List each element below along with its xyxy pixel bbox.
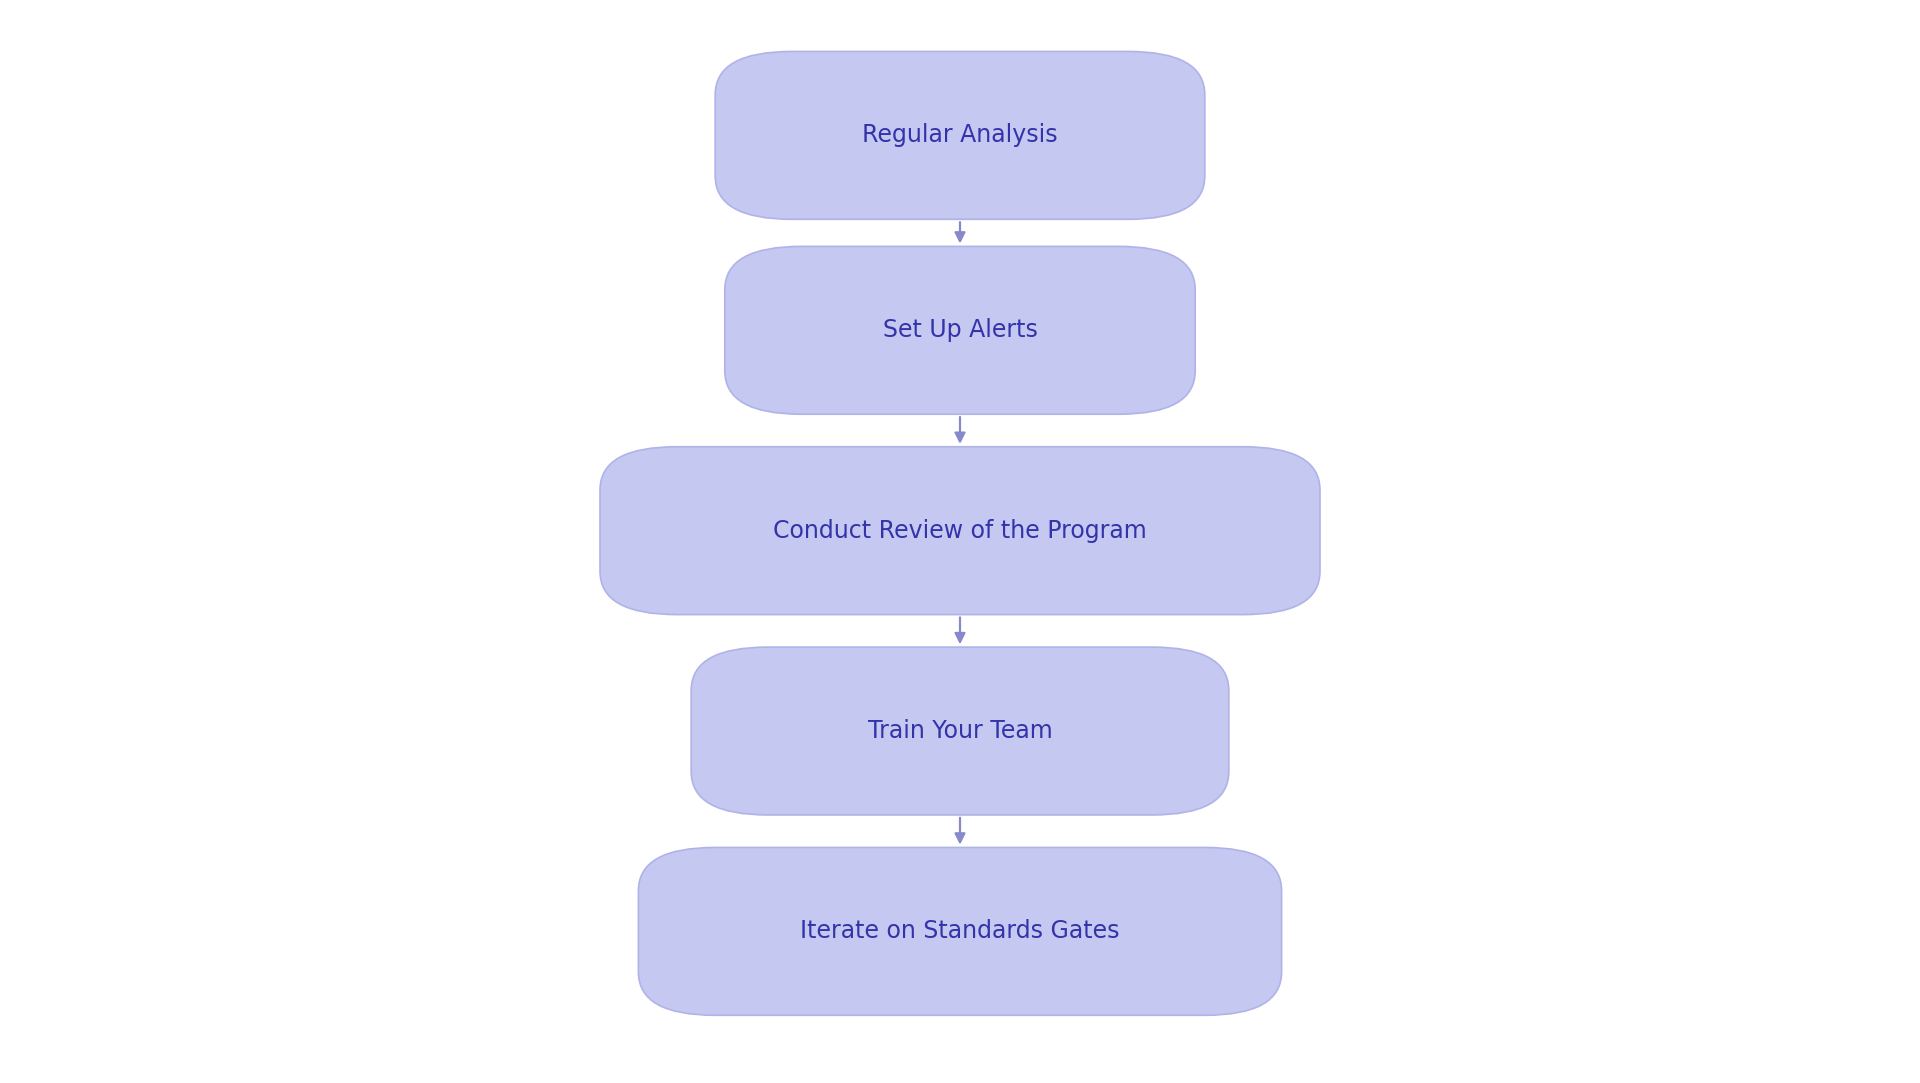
FancyBboxPatch shape: [637, 847, 1283, 1016]
FancyBboxPatch shape: [724, 247, 1194, 415]
FancyBboxPatch shape: [714, 51, 1206, 219]
FancyBboxPatch shape: [691, 647, 1229, 814]
Text: Train Your Team: Train Your Team: [868, 719, 1052, 743]
Text: Set Up Alerts: Set Up Alerts: [883, 318, 1037, 342]
Text: Regular Analysis: Regular Analysis: [862, 123, 1058, 147]
FancyBboxPatch shape: [601, 446, 1321, 615]
Text: Conduct Review of the Program: Conduct Review of the Program: [774, 519, 1146, 543]
Text: Iterate on Standards Gates: Iterate on Standards Gates: [801, 919, 1119, 943]
